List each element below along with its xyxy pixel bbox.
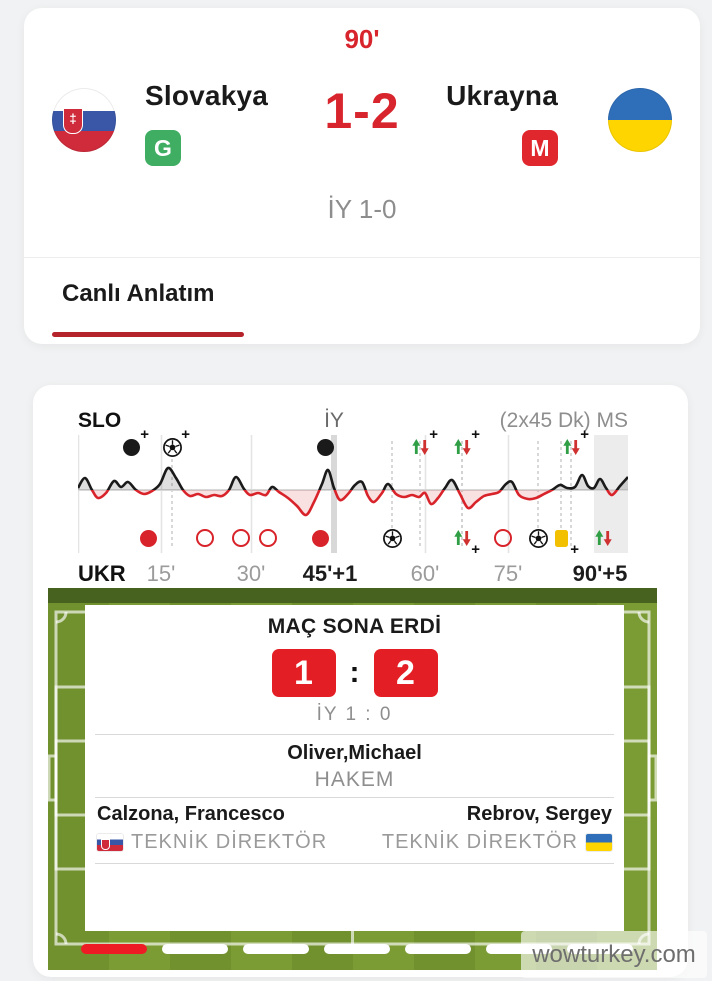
away-score-box: 2 — [373, 649, 438, 697]
home-score-box: 1 — [271, 649, 336, 697]
carousel-indicator-1[interactable] — [81, 944, 147, 954]
pitch-carousel-slide[interactable]: MAÇ SONA ERDİ 1 : 2 İY 1 : 0 Oliver,Mich… — [48, 588, 657, 970]
ukraine-flag-icon — [608, 88, 672, 152]
timeline-label: 60' — [410, 561, 440, 586]
momentum-curve — [78, 435, 628, 553]
momentum-home-code: SLO — [78, 409, 122, 432]
away-team-name: Ukrayna — [446, 80, 558, 111]
momentum-fulltime-label: (2x45 Dk) MS — [499, 409, 628, 432]
carousel-indicator-5[interactable] — [405, 944, 471, 954]
home-coach-flag-icon — [97, 834, 123, 851]
momentum-halftime-label: İY — [324, 409, 344, 432]
home-coach-name: Calzona, Francesco — [97, 803, 285, 825]
match-status-text: MAÇ SONA ERDİ — [267, 615, 442, 638]
match-header-card: 90' ‡ Slovakya G 1-2 Ukrayna M İY 1-0 Ca… — [24, 8, 700, 344]
away-coach-name: Rebrov, Sergey — [466, 803, 612, 825]
home-team-name: Slovakya — [145, 80, 269, 111]
match-summary-panel: MAÇ SONA ERDİ 1 : 2 İY 1 : 0 Oliver,Mich… — [85, 605, 624, 931]
momentum-away-code: UKR — [78, 561, 126, 586]
timeline-label: 30' — [236, 561, 266, 586]
slovakia-flag-icon: ‡ — [52, 88, 116, 152]
live-commentary-card: SLO İY (2x45 Dk) MS + + + + + + + UKR 15' 30' 45… — [33, 385, 688, 977]
panel-divider — [95, 734, 614, 735]
referee-name: Oliver,Michael — [287, 742, 422, 764]
momentum-chart: SLO İY (2x45 Dk) MS + + + + + + + UKR 15' 30' 45… — [78, 403, 628, 588]
home-result-badge: G — [145, 130, 181, 166]
match-score: 1-2 — [324, 83, 400, 139]
watermark: wowturkey.com — [521, 931, 707, 978]
carousel-indicator-4[interactable] — [324, 944, 390, 954]
timeline-label: 75' — [493, 561, 523, 586]
slovakia-crest-icon: ‡ — [63, 108, 83, 134]
score-separator: : — [349, 656, 360, 689]
timeline-label: 90'+5 — [572, 561, 628, 586]
pitch-top-strip — [48, 588, 657, 603]
home-coach-role-label: TEKNİK DİREKTÖR — [131, 831, 328, 853]
away-result-badge: M — [522, 130, 558, 166]
carousel-indicator-2[interactable] — [162, 944, 228, 954]
timeline-label: 15' — [146, 561, 176, 586]
panel-halftime-score: İY 1 : 0 — [316, 704, 393, 725]
tab-active-underline — [52, 332, 244, 337]
match-minute: 90' — [344, 24, 380, 54]
away-coach-flag-icon — [586, 834, 612, 851]
panel-divider — [95, 797, 614, 798]
referee-role-label: HAKEM — [314, 768, 395, 791]
header-divider — [24, 257, 700, 258]
tab-live-commentary[interactable]: Canlı Anlatım — [62, 280, 215, 307]
timeline-label: 45'+1 — [302, 561, 358, 586]
carousel-indicator-6[interactable] — [486, 944, 552, 954]
halftime-score: İY 1-0 — [327, 194, 397, 224]
away-coach-role-label: TEKNİK DİREKTÖR — [381, 831, 578, 853]
carousel-indicator-3[interactable] — [243, 944, 309, 954]
panel-divider — [95, 863, 614, 864]
